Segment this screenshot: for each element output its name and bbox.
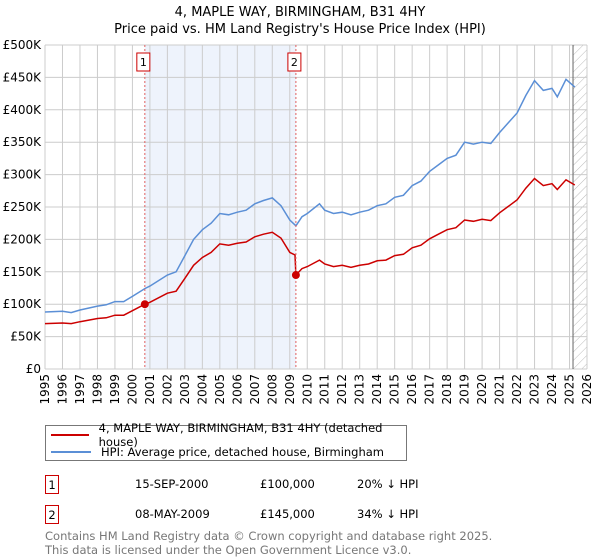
x-tick-label: 2005 — [213, 374, 227, 405]
footer-licence: This data is licensed under the Open Gov… — [45, 543, 412, 557]
y-tick-label: £250K — [3, 200, 43, 214]
sale-point — [291, 271, 300, 280]
x-tick-label: 2023 — [528, 374, 542, 405]
series-line — [44, 78, 576, 314]
legend-label-property: 4, MAPLE WAY, BIRMINGHAM, B31 4HY (detac… — [98, 421, 383, 449]
x-tick-label: 2001 — [143, 374, 157, 405]
sale-point — [140, 300, 149, 309]
x-tick-label: 2008 — [265, 374, 279, 405]
transaction-number: 2 — [45, 505, 59, 524]
blue-line-swatch — [51, 451, 91, 453]
legend-item-property: 4, MAPLE WAY, BIRMINGHAM, B31 4HY (detac… — [51, 421, 406, 449]
y-tick-label: £0 — [26, 362, 41, 376]
x-tick-label: 2003 — [178, 374, 192, 405]
transaction-hpi-diff: 20% ↓ HPI — [357, 477, 419, 491]
x-tick-label: 2011 — [318, 374, 332, 405]
y-tick-label: £400K — [3, 103, 43, 117]
y-tick-label: £50K — [10, 330, 42, 344]
x-tick-label: 2010 — [300, 374, 314, 405]
x-tick-label: 2004 — [195, 374, 209, 405]
sale-marker-label: 1 — [140, 56, 147, 69]
series-line — [44, 177, 576, 325]
red-line-swatch — [51, 434, 89, 436]
x-tick-label: 1999 — [108, 374, 122, 405]
x-tick-label: 2021 — [493, 374, 507, 405]
x-tick-label: 2006 — [230, 374, 244, 405]
footer-copyright: Contains HM Land Registry data © Crown c… — [45, 529, 493, 543]
x-tick-label: 1997 — [73, 374, 87, 405]
sale-marker-box — [136, 52, 151, 72]
chart-title: 4, MAPLE WAY, BIRMINGHAM, B31 4HY — [174, 5, 426, 20]
x-tick-label: 2020 — [475, 374, 489, 405]
x-tick-label: 2015 — [388, 374, 402, 405]
chart-legend: 4, MAPLE WAY, BIRMINGHAM, B31 4HY (detac… — [45, 421, 407, 461]
x-tick-label: 2018 — [440, 374, 454, 405]
y-tick-label: £450K — [3, 70, 43, 84]
y-tick-label: £500K — [3, 38, 43, 52]
x-tick-label: 2014 — [370, 374, 384, 405]
y-tick-label: £150K — [3, 265, 43, 279]
y-tick-label: £350K — [3, 135, 43, 149]
transaction-price: £145,000 — [260, 507, 315, 521]
y-tick-label: £100K — [3, 297, 43, 311]
chart-subtitle: Price paid vs. HM Land Registry's House … — [114, 22, 486, 37]
x-tick-label: 2022 — [510, 374, 524, 405]
x-tick-label: 2025 — [563, 374, 577, 405]
sale-marker-box — [287, 52, 302, 72]
x-tick-label: 2002 — [160, 374, 174, 405]
x-tick-label: 1998 — [90, 374, 104, 405]
x-tick-label: 2013 — [353, 374, 367, 405]
x-tick-label: 2009 — [283, 374, 297, 405]
legend-item-hpi: HPI: Average price, detached house, Birm… — [51, 444, 384, 460]
x-tick-label: 2007 — [248, 374, 262, 405]
transaction-hpi-diff: 34% ↓ HPI — [357, 507, 419, 521]
sale-marker-label: 2 — [291, 56, 298, 69]
legend-label-hpi: HPI: Average price, detached house, Birm… — [101, 445, 385, 459]
x-tick-label: 2017 — [423, 374, 437, 405]
y-tick-label: £300K — [3, 168, 43, 182]
transaction-row: 1 15-SEP-2000 £100,000 20% ↓ HPI — [45, 475, 445, 495]
transaction-price: £100,000 — [260, 477, 315, 491]
x-tick-label: 2026 — [580, 374, 594, 405]
y-tick-label: £200K — [3, 232, 43, 246]
transaction-date: 08-MAY-2009 — [135, 507, 210, 521]
transaction-number: 1 — [45, 475, 59, 494]
transaction-row: 2 08-MAY-2009 £145,000 34% ↓ HPI — [45, 505, 445, 525]
x-tick-label: 2012 — [335, 374, 349, 405]
x-tick-label: 2019 — [458, 374, 472, 405]
x-tick-label: 1996 — [55, 374, 69, 405]
transaction-date: 15-SEP-2000 — [135, 477, 209, 491]
x-tick-label: 2016 — [405, 374, 419, 405]
x-tick-label: 2000 — [125, 374, 139, 405]
x-tick-label: 2024 — [545, 374, 559, 405]
x-tick-label: 1995 — [38, 374, 52, 405]
